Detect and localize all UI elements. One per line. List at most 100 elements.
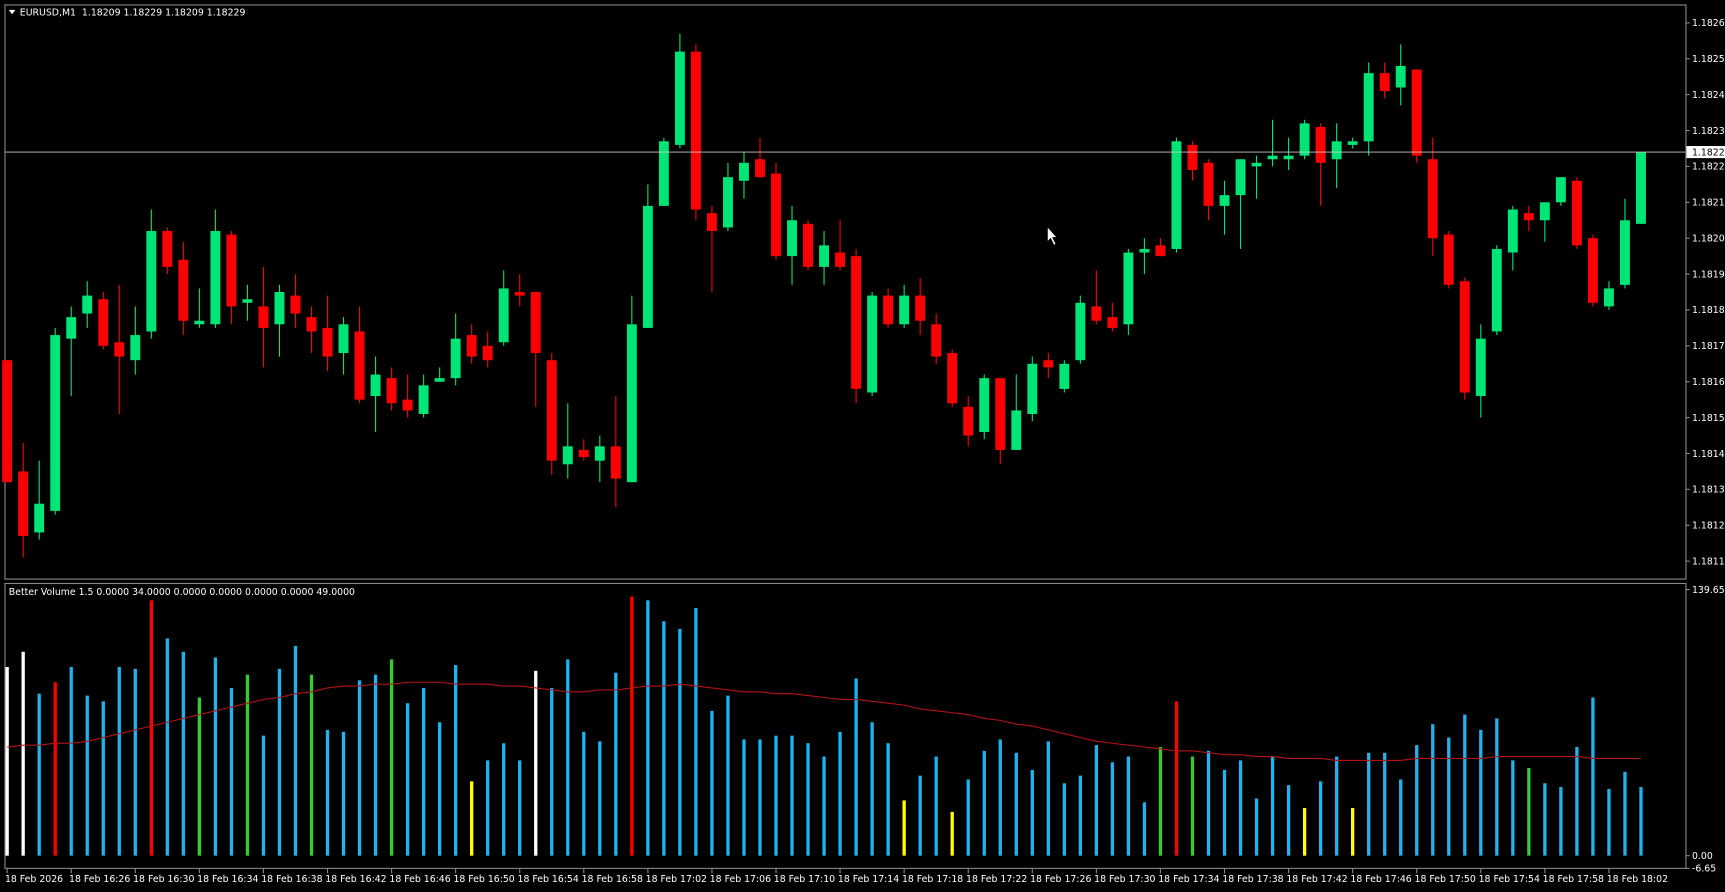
candle-body [1491, 248, 1502, 332]
y-tick-label: 139.65 [1692, 585, 1725, 596]
volume-bar [1206, 750, 1211, 856]
volume-bar [229, 687, 234, 856]
volume-bar [758, 739, 762, 856]
x-tick-label: 18 Feb 17:50 [1415, 874, 1476, 885]
candle-body [1603, 288, 1614, 307]
menu-triangle[interactable] [8, 9, 16, 15]
y-tick-label: 1.18195 [1692, 269, 1725, 280]
volume-bar [1158, 747, 1163, 856]
x-tick-label: 18 Feb 16:30 [133, 874, 194, 885]
candle-body [947, 353, 958, 404]
volume-bar [502, 743, 506, 856]
volume-bar [1591, 697, 1595, 856]
x-tick-label: 18 Feb 17:34 [1158, 874, 1219, 885]
candle-body [50, 335, 61, 511]
candle-body [690, 51, 701, 210]
volume-bar [69, 667, 73, 856]
volume-bar [1511, 760, 1515, 856]
candle-body [274, 292, 285, 325]
candle-body [290, 295, 301, 314]
volume-bar [838, 731, 842, 856]
candle-body [1347, 141, 1358, 145]
y-tick-label: 0.00 [1692, 851, 1713, 862]
y-tick-label: 1.18135 [1692, 485, 1725, 496]
x-tick-label: 18 Feb 17:26 [1030, 874, 1091, 885]
candle-body [386, 378, 397, 404]
x-tick-label: 18 Feb 17:06 [710, 874, 771, 885]
volume-bar [950, 811, 954, 856]
volume-bar [325, 729, 330, 856]
candle-body [1571, 180, 1582, 246]
volume-bar [1447, 737, 1451, 856]
volume-bar [1367, 752, 1371, 856]
candle-body [1219, 195, 1230, 206]
candle-body [34, 503, 45, 533]
volume-bar [1415, 745, 1419, 856]
y-tick-label: 1.18245 [1692, 90, 1725, 101]
y-tick-label: 1.18215 [1692, 198, 1725, 209]
volume-bar [293, 646, 298, 856]
candle-body [242, 299, 253, 303]
candle-body [1171, 141, 1182, 249]
volume-bar [1559, 787, 1563, 856]
volume-bar [1351, 808, 1355, 856]
y-tick-label: 1.18225 [1692, 162, 1725, 173]
candle-body [1267, 155, 1278, 160]
candle-body [162, 231, 173, 267]
volume-bar [261, 735, 266, 856]
y-tick-label: 1.18235 [1692, 126, 1725, 137]
volume-bar [181, 651, 185, 856]
current-price-box [1686, 146, 1725, 159]
candle-body [82, 295, 93, 314]
candle-body [1443, 234, 1454, 285]
candle-body [674, 51, 685, 145]
volume-bar [341, 731, 346, 856]
x-tick-label: 18 Feb 17:54 [1479, 874, 1540, 885]
x-tick-label: 18 Feb 16:34 [197, 874, 258, 885]
volume-bar [373, 674, 378, 856]
volume-bar [1078, 775, 1082, 856]
candle-body [1203, 162, 1214, 206]
volume-bar [1334, 756, 1339, 856]
candle-body [66, 317, 77, 339]
mouse-cursor [1046, 225, 1059, 246]
volume-bar [133, 668, 137, 856]
candle-body [915, 295, 926, 321]
candle-body [322, 327, 333, 357]
volume-bar [470, 781, 474, 856]
volume-bar [165, 638, 169, 856]
candle-body [194, 320, 205, 325]
price-panel-frame [4, 4, 1687, 580]
candle-body [1027, 363, 1038, 415]
candle-body [1283, 155, 1294, 160]
volume-bar [886, 743, 890, 856]
candle-body [1331, 141, 1342, 160]
volume-bar [1126, 756, 1131, 856]
volume-bar [405, 703, 410, 856]
x-tick-label: 18 Feb 16:50 [453, 874, 514, 885]
volume-bar [117, 667, 121, 856]
candle-body [642, 205, 653, 328]
candle-body [1091, 306, 1102, 321]
volume-bar [309, 674, 314, 856]
candle-body [1363, 73, 1374, 142]
volume-bar [245, 674, 250, 856]
candle-body [1059, 363, 1070, 389]
x-tick-label: 18 Feb 16:42 [325, 874, 386, 885]
volume-bar [1495, 718, 1499, 856]
candle-body [258, 306, 269, 328]
volume-bar [646, 600, 650, 856]
candle-body [803, 223, 813, 267]
volume-bar [534, 670, 538, 856]
x-tick-label: 18 Feb 17:46 [1350, 874, 1411, 885]
volume-bar [454, 665, 458, 856]
candle-body [835, 252, 846, 267]
candle-body [995, 378, 1006, 450]
x-tick-label: 18 Feb 17:02 [646, 874, 707, 885]
candle-body [1107, 317, 1118, 328]
volume-bar [1479, 729, 1483, 856]
volume-bar [806, 743, 810, 856]
volume-bar [1062, 783, 1066, 856]
x-tick-label: 18 Feb 17:58 [1543, 874, 1604, 885]
candle-body [226, 234, 237, 307]
